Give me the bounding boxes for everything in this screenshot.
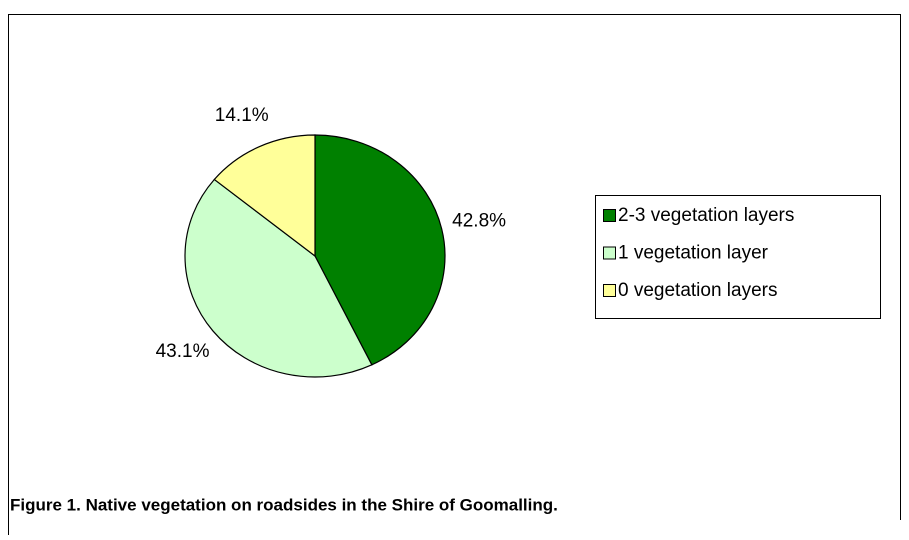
legend-swatch [603,284,616,297]
legend-label: 2-3 vegetation layers [618,205,794,226]
caption: Figure 1. Native vegetation on roadsides… [10,495,558,514]
legend-label: 0 vegetation layers [618,280,778,301]
data-label: 42.8% [452,210,506,231]
pie-slice [213,134,316,258]
pie-slice [314,134,446,366]
pie-slice [184,178,373,378]
data-label: 14.1% [215,105,269,126]
chart-border [8,14,901,535]
legend-swatch [603,209,616,222]
legend-label: 1 vegetation layer [618,243,769,264]
legend-box [595,195,881,319]
data-label: 43.1% [156,341,210,362]
legend-swatch [603,246,616,260]
